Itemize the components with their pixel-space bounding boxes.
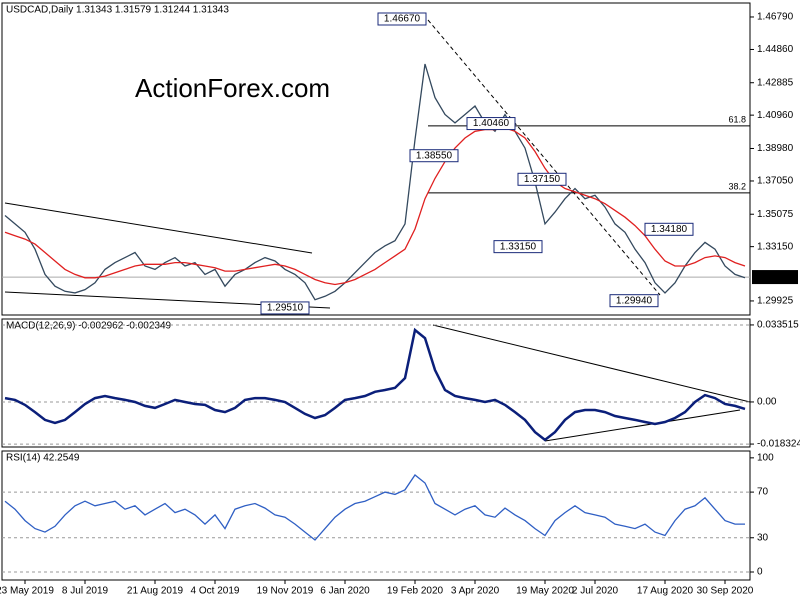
y-tick-label: 1.46790	[757, 12, 794, 23]
x-tick-label: 3 Apr 2020	[451, 586, 500, 597]
x-tick-label: 19 Feb 2020	[387, 586, 444, 597]
x-tick-label: 19 May 2020	[516, 586, 574, 597]
x-tick-label: 30 Sep 2020	[697, 586, 754, 597]
last-price-label: 1.31343	[756, 272, 793, 283]
price-label: 1.38550	[416, 150, 453, 161]
macd-panel	[1, 318, 751, 448]
y-tick-label: 1.42885	[757, 77, 794, 88]
y-tick-label: 1.37050	[757, 176, 794, 187]
series-line	[4, 63, 746, 301]
trend-line	[432, 324, 751, 403]
y-tick-label: 1.40960	[757, 110, 794, 121]
chart-title: USDCAD,Daily 1.31343 1.31579 1.31244 1.3…	[6, 5, 229, 16]
series-line	[4, 474, 745, 541]
rsi-title: RSI(14) 42.2549	[6, 453, 80, 464]
y-tick-label: 1.35075	[757, 209, 794, 220]
trend-line	[427, 19, 661, 296]
y-tick-label: 30	[757, 532, 769, 543]
price-label-box	[609, 294, 659, 308]
y-tick-label: 1.38980	[757, 143, 794, 154]
price-panel	[1, 2, 751, 316]
y-tick-label: 100	[757, 452, 774, 463]
y-tick-label: 70	[757, 487, 769, 498]
price-label-box	[466, 117, 516, 131]
x-tick-label: 19 Nov 2019	[257, 586, 314, 597]
price-label: 1.29940	[616, 295, 653, 306]
y-tick-label: 1.44860	[757, 44, 794, 55]
x-tick-label: 2 Jul 2020	[572, 586, 619, 597]
price-label: 1.33150	[500, 241, 537, 252]
y-tick-label: -0.018324	[757, 439, 800, 450]
price-label-box	[377, 12, 427, 26]
trend-line	[4, 202, 313, 254]
x-tick-label: 4 Oct 2019	[191, 586, 240, 597]
fib-label: 61.8	[728, 114, 746, 124]
watermark: ActionForex.com	[135, 73, 330, 103]
x-tick-label: 23 May 2019	[0, 586, 54, 597]
fib-label: 38.2	[728, 181, 746, 191]
price-label-box	[260, 301, 310, 315]
price-label-box	[517, 172, 567, 186]
series-line	[4, 127, 746, 286]
price-label-box	[644, 222, 694, 236]
y-tick-label: 1.29925	[757, 296, 794, 307]
price-label: 1.37150	[524, 174, 561, 185]
rsi-panel	[1, 450, 751, 581]
x-tick-label: 21 Aug 2019	[127, 586, 184, 597]
y-tick-label: 0.00	[757, 397, 777, 408]
y-tick-label: 0.033515	[757, 320, 799, 331]
price-label: 1.46670	[384, 14, 421, 25]
macd-title: MACD(12,26,9) -0.002962 -0.002349	[6, 321, 172, 332]
price-label-box	[493, 240, 543, 254]
price-label: 1.29510	[267, 303, 304, 314]
last-price-box	[752, 270, 798, 285]
x-tick-label: 6 Jan 2020	[320, 586, 370, 597]
x-tick-label: 17 Aug 2020	[637, 586, 694, 597]
y-tick-label: 1.33150	[757, 241, 794, 252]
price-label-box	[409, 149, 459, 163]
price-label: 1.34180	[651, 224, 688, 235]
trend-line	[544, 409, 741, 442]
series-line	[4, 327, 746, 442]
x-tick-label: 8 Jul 2019	[62, 586, 109, 597]
price-label: 1.40460	[473, 118, 510, 129]
y-tick-label: 0	[757, 567, 763, 578]
